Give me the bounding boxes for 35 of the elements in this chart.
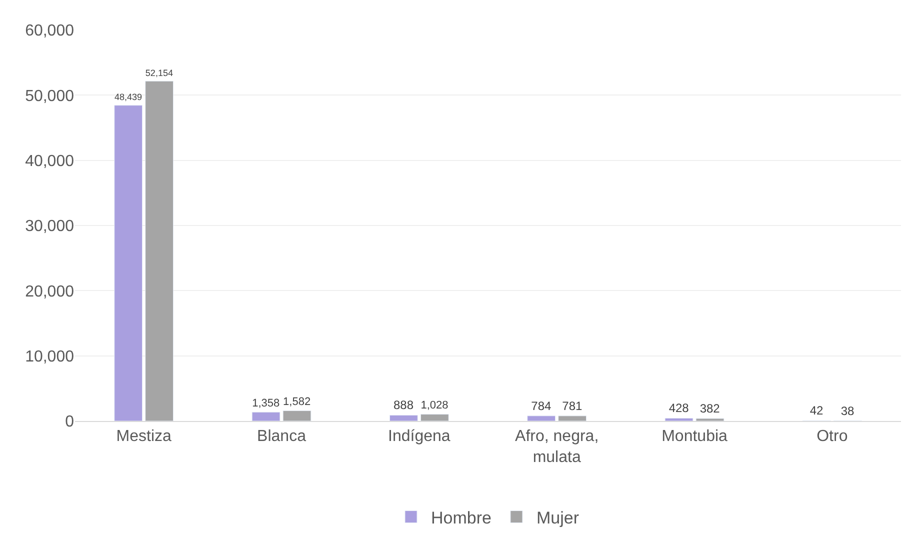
y-tick-label: 0 (65, 414, 74, 431)
x-tick-label: Otro (816, 428, 848, 446)
y-tick-label: 60,000 (25, 22, 74, 40)
data-label: 1,028 (420, 400, 448, 412)
y-tick-label: 10,000 (25, 348, 74, 366)
data-label: 1,358 (252, 397, 280, 410)
bar (252, 412, 280, 421)
data-label: 428 (668, 401, 690, 416)
bar (664, 418, 694, 421)
bar (558, 416, 587, 421)
bar (527, 416, 556, 421)
data-label: 48,439 (114, 92, 142, 102)
legend-label: Mujer (536, 508, 580, 528)
data-label: 784 (531, 398, 552, 413)
bar (282, 410, 312, 421)
x-tick-label: Blanca (257, 428, 306, 446)
y-tick-label: 50,000 (25, 88, 74, 105)
x-tick-label: Afro, negra, mulata (515, 428, 599, 466)
data-label: 38 (840, 404, 854, 418)
data-label: 888 (394, 398, 414, 412)
data-label: 1,582 (283, 396, 311, 408)
x-tick-label: Indígena (388, 428, 450, 446)
data-label: 42 (810, 404, 824, 418)
x-tick-label: Montubia (662, 428, 728, 446)
data-label: 781 (562, 398, 582, 413)
x-tick-label: Mestiza (116, 428, 172, 446)
bar (389, 414, 418, 421)
bar (696, 418, 724, 421)
data-label: 52,154 (145, 68, 173, 78)
legend-label: Hombre (431, 508, 492, 528)
data-label: 382 (700, 402, 720, 416)
y-tick-label: 40,000 (25, 152, 74, 170)
y-tick-label: 20,000 (25, 283, 74, 300)
bar (420, 414, 449, 421)
y-tick-label: 30,000 (25, 218, 74, 236)
